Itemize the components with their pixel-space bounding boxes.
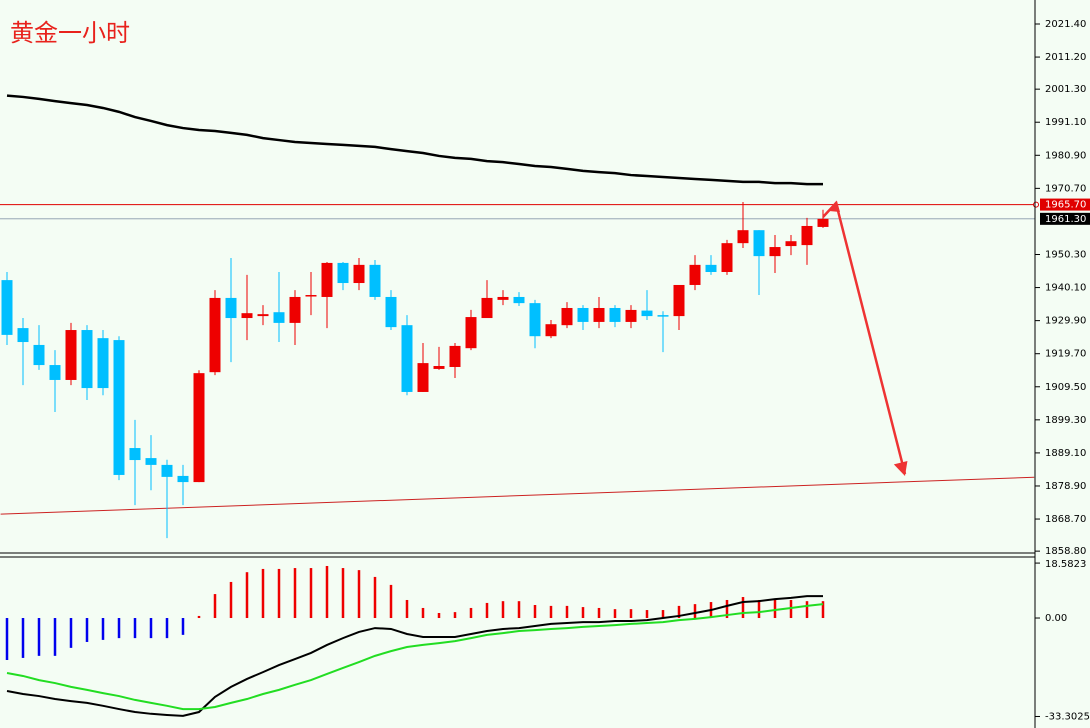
candle-body <box>321 262 333 297</box>
candle-body <box>753 230 765 257</box>
candle-body <box>193 373 205 483</box>
candle-body <box>161 464 173 477</box>
candle-body <box>449 345 461 367</box>
candle-body <box>513 296 525 304</box>
candle-body <box>481 297 493 319</box>
candle-body <box>145 458 157 465</box>
y-tick-label: 1970.70 <box>1045 183 1086 194</box>
y-tick-label: 1909.50 <box>1045 382 1086 393</box>
y-tick-label: -33.3025 <box>1045 711 1090 722</box>
candle-body <box>369 264 381 297</box>
candle-body <box>769 247 781 257</box>
candle-body <box>209 297 221 373</box>
candle-body <box>225 297 237 319</box>
candle-body <box>641 310 653 317</box>
trendline <box>0 476 1035 515</box>
candle-body <box>113 340 125 475</box>
candle-body <box>177 475 189 483</box>
candle-body <box>705 264 717 273</box>
candle-body <box>337 262 349 284</box>
candle-body <box>17 328 29 343</box>
candle-body <box>673 284 685 317</box>
candle-body <box>33 344 45 366</box>
moving-average <box>6 94 823 186</box>
candle-body <box>129 448 141 461</box>
candle-body <box>737 230 749 244</box>
candle-body <box>401 325 413 392</box>
arrow-head <box>829 201 840 212</box>
candle-body <box>97 338 109 389</box>
last-price-label: 1961.30 <box>1045 214 1086 225</box>
candle-body <box>609 307 621 322</box>
price-panel: 2021.40 2011.20 2001.30 1991.10 1980.90 1970.… <box>0 19 1090 557</box>
candle-body <box>305 295 317 297</box>
y-tick-label: 1929.90 <box>1045 316 1086 327</box>
y-tick-label: 0.00 <box>1045 613 1067 624</box>
candle-body <box>1 280 13 335</box>
y-tick-label: 1889.10 <box>1045 448 1086 459</box>
y-tick-label: 1868.70 <box>1045 514 1086 525</box>
candle-body <box>545 324 557 337</box>
y-tick-label: 18.5823 <box>1045 559 1086 570</box>
candle-body <box>273 312 285 323</box>
level-label-box <box>1040 198 1090 211</box>
candle-body <box>561 307 573 326</box>
candle-body <box>817 218 829 227</box>
candle-body <box>657 315 669 317</box>
level-handle <box>1033 201 1039 208</box>
candle-body <box>577 307 589 322</box>
y-tick-label: 1858.80 <box>1045 546 1086 557</box>
level-label: 1965.70 <box>1045 200 1086 211</box>
y-tick-label: 1950.30 <box>1045 249 1086 260</box>
y-tick-label: 1899.30 <box>1045 415 1086 426</box>
candle-body <box>497 296 509 300</box>
chart-title: 黄金一小时 <box>10 19 130 47</box>
candle-body <box>65 330 77 380</box>
y-tick-label: 1980.90 <box>1045 150 1086 161</box>
forecast-arrow <box>822 200 907 475</box>
candle-body <box>49 365 61 380</box>
candle-body <box>689 264 701 285</box>
candle-body <box>257 314 269 317</box>
y-tick-label: 2001.30 <box>1045 84 1086 95</box>
macd-panel: 18.5823 0.00 -33.3025 <box>5 559 1090 722</box>
candle-body <box>593 307 605 322</box>
y-tick-label: 1919.70 <box>1045 349 1086 360</box>
last-price-box <box>1040 212 1090 225</box>
y-tick-label: 1991.10 <box>1045 117 1086 128</box>
candle-body <box>433 366 445 369</box>
candle-body <box>801 225 813 246</box>
candle-body <box>625 309 637 322</box>
candle-body <box>241 313 253 319</box>
candle-body <box>721 243 733 273</box>
candle-body <box>785 241 797 247</box>
y-tick-label: 1878.90 <box>1045 481 1086 492</box>
signal-line <box>6 603 824 711</box>
arrow-head <box>893 460 908 476</box>
y-tick-label: 2021.40 <box>1045 19 1086 30</box>
candle-body <box>385 296 397 328</box>
candle-body <box>465 317 477 349</box>
candle-body <box>353 264 365 284</box>
macd-line <box>6 595 823 717</box>
plot-area <box>0 94 1035 539</box>
candle-body <box>289 296 301 323</box>
y-tick-label: 2011.20 <box>1045 52 1086 63</box>
y-tick-label: 1940.10 <box>1045 283 1086 294</box>
candle-body <box>529 303 541 337</box>
candle-body <box>81 330 93 389</box>
candle-body <box>417 363 429 392</box>
